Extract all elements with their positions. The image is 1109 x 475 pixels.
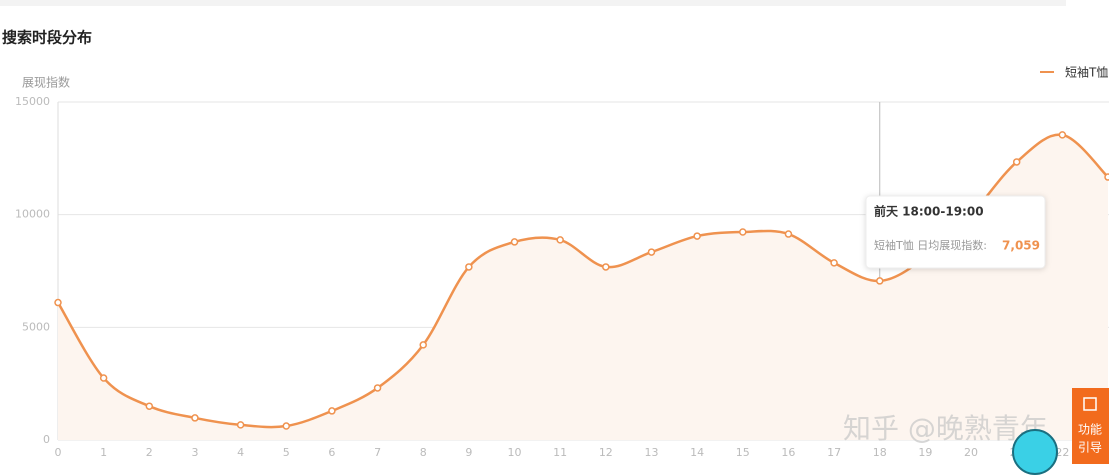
point [236, 421, 245, 429]
tooltip-value: 7,059 [1002, 239, 1040, 253]
side-button[interactable] [1072, 388, 1109, 464]
mascot [1012, 429, 1058, 475]
point [1058, 131, 1067, 139]
x-tick-label: 16 [781, 446, 795, 459]
point [419, 341, 427, 349]
x-tick-label: 11 [553, 446, 567, 459]
point [647, 248, 656, 256]
x-tick-label: 12 [599, 446, 613, 459]
x-tick-label: 8 [420, 446, 427, 459]
x-tick-label: 4 [237, 446, 244, 459]
x-tick-label: 2 [146, 446, 153, 459]
legend-label: 短袖T恤 [1065, 65, 1108, 80]
y-tick-label: 0 [43, 433, 50, 446]
point [510, 238, 519, 246]
point [1104, 173, 1109, 181]
point [282, 422, 291, 430]
area [58, 134, 1108, 440]
point [875, 277, 884, 285]
tooltip-title: 前天 18:00-19:00 [874, 204, 984, 219]
x-tick-label: 17 [827, 446, 841, 459]
x-tick-label: 6 [328, 446, 335, 459]
side-button-text[interactable]: 功能 [1078, 423, 1102, 437]
x-tick-label: 7 [374, 446, 381, 459]
top-bar [0, 0, 1066, 6]
overlay: 知乎 @晚熟青年 功能 引导 [843, 388, 1109, 475]
point [54, 298, 62, 307]
x-tick-label: 18 [873, 446, 887, 459]
point [556, 236, 564, 244]
tooltip-box [865, 195, 1046, 269]
x-tick-label: 13 [644, 446, 658, 459]
tooltip: 前天 18:00-19:00 短袖T恤 日均展现指数: 7,059 [865, 195, 1046, 269]
x-tick-label: 10 [508, 446, 522, 459]
point [465, 263, 473, 271]
point [1012, 158, 1021, 166]
point [830, 259, 838, 267]
side-button-text[interactable]: 引导 [1078, 441, 1102, 455]
x-tick-label: 1 [100, 446, 107, 459]
point [328, 407, 336, 415]
point [602, 263, 610, 271]
tooltip-text: 短袖T恤 日均展现指数: [874, 238, 987, 252]
watermark: 知乎 @晚熟青年 [843, 412, 1048, 445]
point [99, 374, 108, 382]
y-tick-label: 10000 [15, 208, 50, 221]
y-axis-label: 展现指数 [22, 75, 70, 90]
point [145, 402, 154, 410]
point [191, 414, 199, 422]
x-tick-label: 3 [191, 446, 198, 459]
x-tick-label: 15 [736, 446, 750, 459]
x-tick-label: 22 [1055, 446, 1069, 459]
point [373, 384, 382, 392]
x-tick-label: 20 [964, 446, 978, 459]
x-tick-label: 19 [918, 446, 932, 459]
point [739, 228, 747, 236]
x-tick-label: 5 [283, 446, 290, 459]
x-tick-label: 14 [690, 446, 704, 459]
chart-title: 搜索时段分布 [2, 29, 92, 47]
side-button-icon [1083, 397, 1097, 411]
point [784, 230, 793, 238]
x-tick-label: 0 [55, 446, 62, 459]
y-tick-label: 15000 [15, 95, 50, 108]
x-tick-label: 9 [465, 446, 472, 459]
y-tick-label: 5000 [22, 320, 50, 333]
point [693, 232, 701, 240]
